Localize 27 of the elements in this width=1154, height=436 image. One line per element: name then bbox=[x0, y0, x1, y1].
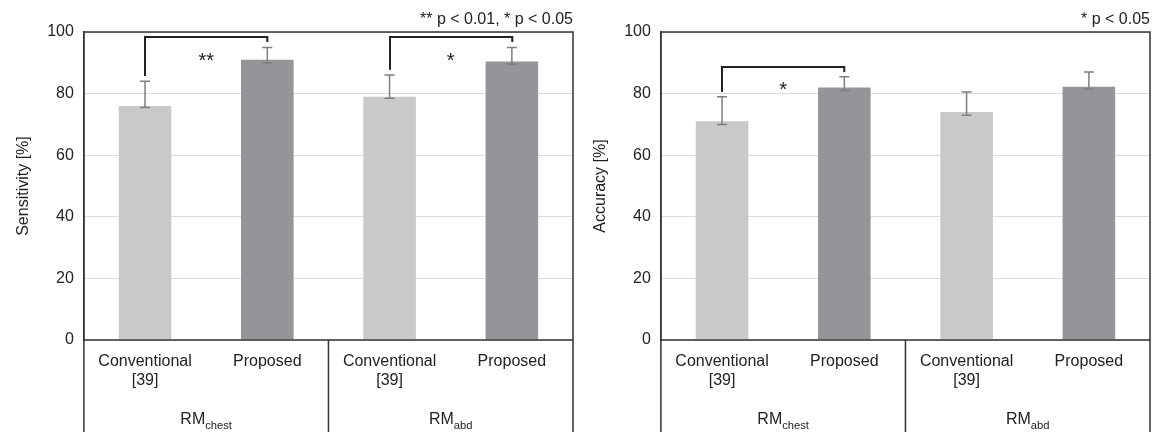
series-label: Proposed bbox=[1054, 352, 1124, 369]
text: * p < 0.05 bbox=[1081, 10, 1151, 27]
y-tick-label: 80 bbox=[633, 84, 651, 102]
y-tick-label: 0 bbox=[641, 330, 651, 348]
annotation: * bbox=[779, 78, 788, 101]
y-tick-label: 40 bbox=[633, 207, 651, 225]
y-tick-label: 40 bbox=[56, 207, 74, 225]
y-tick-label: 60 bbox=[56, 145, 74, 163]
text: Conventional [39] bbox=[342, 352, 437, 388]
text: Proposed bbox=[810, 352, 879, 369]
y-axis-title: Accuracy [%] bbox=[591, 139, 609, 233]
y-tick-label: 0 bbox=[64, 330, 74, 348]
annotation: ** bbox=[198, 48, 215, 71]
y-tick-label: 20 bbox=[633, 268, 651, 286]
y-tick-label: 60 bbox=[633, 145, 651, 163]
text: Proposed bbox=[477, 352, 547, 369]
y-axis-title: Sensitivity [%] bbox=[14, 136, 32, 236]
series-label: Conventional [39] bbox=[98, 352, 192, 388]
y-tick-label: 100 bbox=[624, 22, 651, 40]
y-tick-label: 20 bbox=[56, 268, 74, 286]
y-tick-label: 80 bbox=[56, 84, 74, 102]
text: ** p < 0.01, * p < 0.05 bbox=[419, 10, 574, 27]
annotation: * bbox=[446, 48, 455, 71]
series-label: Conventional [39] bbox=[675, 352, 769, 388]
series-label: Proposed bbox=[233, 352, 302, 369]
y-tick-label: 100 bbox=[47, 22, 74, 40]
text: Conventional [39] bbox=[919, 352, 1014, 388]
